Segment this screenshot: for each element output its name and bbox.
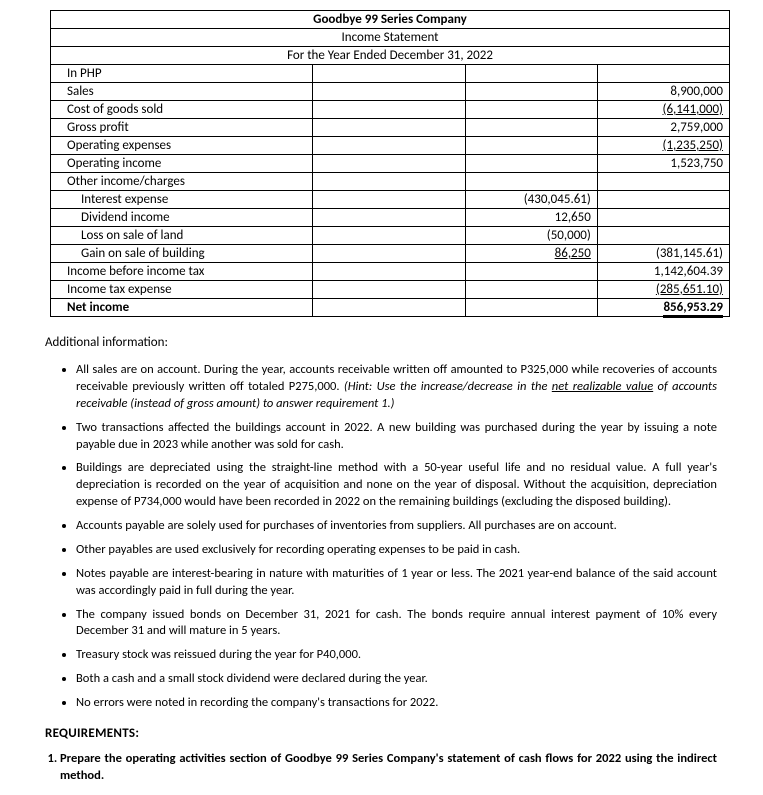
row-label: Income before income tax: [51, 263, 313, 281]
row-value: 12,650: [465, 209, 597, 227]
row-label: Sales: [51, 83, 313, 101]
info-bullet: Two transactions affected the buildings …: [76, 420, 717, 454]
requirements-list: Prepare the operating activities section…: [60, 751, 717, 785]
net-income-value: 856,953.29: [663, 300, 723, 318]
row-value: 1,523,750: [597, 155, 729, 173]
row-label: Dividend income: [51, 209, 313, 227]
row-value: 2,759,000: [597, 119, 729, 137]
period: For the Year Ended December 31, 2022: [51, 47, 730, 65]
info-bullet: Other payables are used exclusively for …: [76, 542, 717, 559]
row-value: 1,142,604.39: [597, 263, 729, 281]
row-value: 86,250: [555, 246, 591, 261]
row-label: Gross profit: [51, 119, 313, 137]
requirement-item: Prepare the operating activities section…: [60, 751, 717, 785]
row-label: Income tax expense: [51, 281, 313, 299]
info-bullet: Accounts payable are solely used for pur…: [76, 518, 717, 535]
info-bullet: Both a cash and a small stock dividend w…: [76, 671, 717, 688]
row-label: Net income: [51, 299, 313, 317]
currency-label: In PHP: [51, 65, 313, 83]
info-bullet: All sales are on account. During the yea…: [76, 362, 717, 413]
row-label: Cost of goods sold: [51, 101, 313, 119]
info-bullet: Notes payable are interest-bearing in na…: [76, 566, 717, 600]
row-label: Operating income: [51, 155, 313, 173]
row-label: Loss on sale of land: [51, 227, 313, 245]
info-bullet: Treasury stock was reissued during the y…: [76, 647, 717, 664]
info-bullet: Buildings are depreciated using the stra…: [76, 460, 717, 511]
row-value: (285,651.10): [656, 282, 723, 297]
row-label: Other income/charges: [51, 173, 313, 191]
row-label: Operating expenses: [51, 137, 313, 155]
row-value: (6,141,000): [663, 102, 724, 117]
row-value: (50,000): [465, 227, 597, 245]
info-bullet: No errors were noted in recording the co…: [76, 695, 717, 712]
row-label: Interest expense: [51, 191, 313, 209]
company-title: Goodbye 99 Series Company: [51, 11, 730, 29]
row-value: (1,235,250): [663, 138, 724, 153]
row-value: 8,900,000: [597, 83, 729, 101]
row-value: (430,045.61): [465, 191, 597, 209]
row-label: Gain on sale of building: [51, 245, 313, 263]
info-bullet: The company issued bonds on December 31,…: [76, 607, 717, 641]
income-statement-table: Goodbye 99 Series Company Income Stateme…: [50, 10, 730, 317]
info-list: All sales are on account. During the yea…: [76, 362, 717, 712]
requirements-label: REQUIREMENTS:: [45, 726, 718, 741]
statement-type: Income Statement: [51, 29, 730, 47]
additional-info-label: Additional information:: [45, 335, 718, 350]
row-value: (381,145.61): [597, 245, 729, 263]
